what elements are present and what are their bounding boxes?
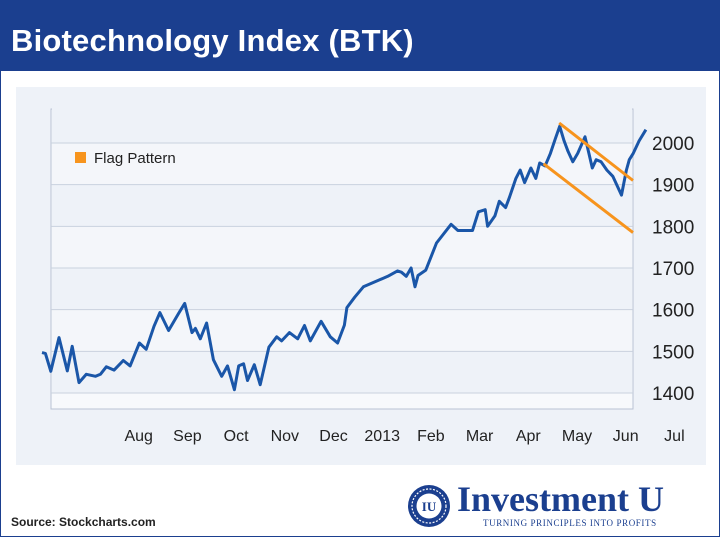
- x-tick-label: May: [562, 428, 592, 445]
- plot-band: [52, 263, 632, 310]
- chart-title: Biotechnology Index (BTK): [11, 23, 414, 58]
- plot-band: [52, 347, 632, 393]
- x-tick-label: Nov: [271, 428, 299, 445]
- plot-band: [52, 180, 632, 227]
- y-tick-label: 1500: [652, 342, 694, 363]
- logo-name: Investment U: [457, 479, 664, 519]
- logo-tagline: TURNING PRINCIPLES INTO PROFITS: [483, 518, 657, 528]
- x-tick-label: Feb: [417, 428, 445, 445]
- y-tick-label: 1700: [652, 259, 694, 280]
- x-tick-label: Aug: [124, 428, 152, 445]
- legend-swatch: [75, 152, 86, 163]
- seal-icon: IU: [408, 485, 450, 527]
- chart-header: Biotechnology Index (BTK): [1, 1, 719, 71]
- flag-pattern-line: [542, 162, 634, 234]
- plot-band: [52, 97, 632, 143]
- x-tick-label: 2013: [364, 428, 400, 445]
- investment-u-logo: IU Investment U TURNING PRINCIPLES INTO …: [407, 479, 707, 533]
- x-tick-label: Dec: [319, 428, 347, 445]
- y-tick-label: 2000: [652, 134, 694, 155]
- svg-text:IU: IU: [422, 499, 437, 514]
- btk-series-line: [41, 124, 648, 392]
- x-tick-label: Jul: [664, 428, 684, 445]
- legend-label: Flag Pattern: [94, 150, 176, 167]
- plot-band: [52, 222, 632, 268]
- x-tick-label: Oct: [224, 428, 249, 445]
- y-tick-label: 1800: [652, 217, 694, 238]
- x-tick-label: Mar: [466, 428, 494, 445]
- flag-pattern-line: [558, 121, 634, 182]
- y-tick-label: 1600: [652, 301, 694, 322]
- x-tick-label: Apr: [516, 428, 542, 445]
- source-credit: Source: Stockcharts.com: [11, 515, 156, 529]
- y-tick-label: 1400: [652, 384, 694, 405]
- x-tick-label: Sep: [173, 428, 202, 445]
- y-tick-label: 1900: [652, 176, 694, 197]
- x-tick-label: Jun: [613, 428, 639, 445]
